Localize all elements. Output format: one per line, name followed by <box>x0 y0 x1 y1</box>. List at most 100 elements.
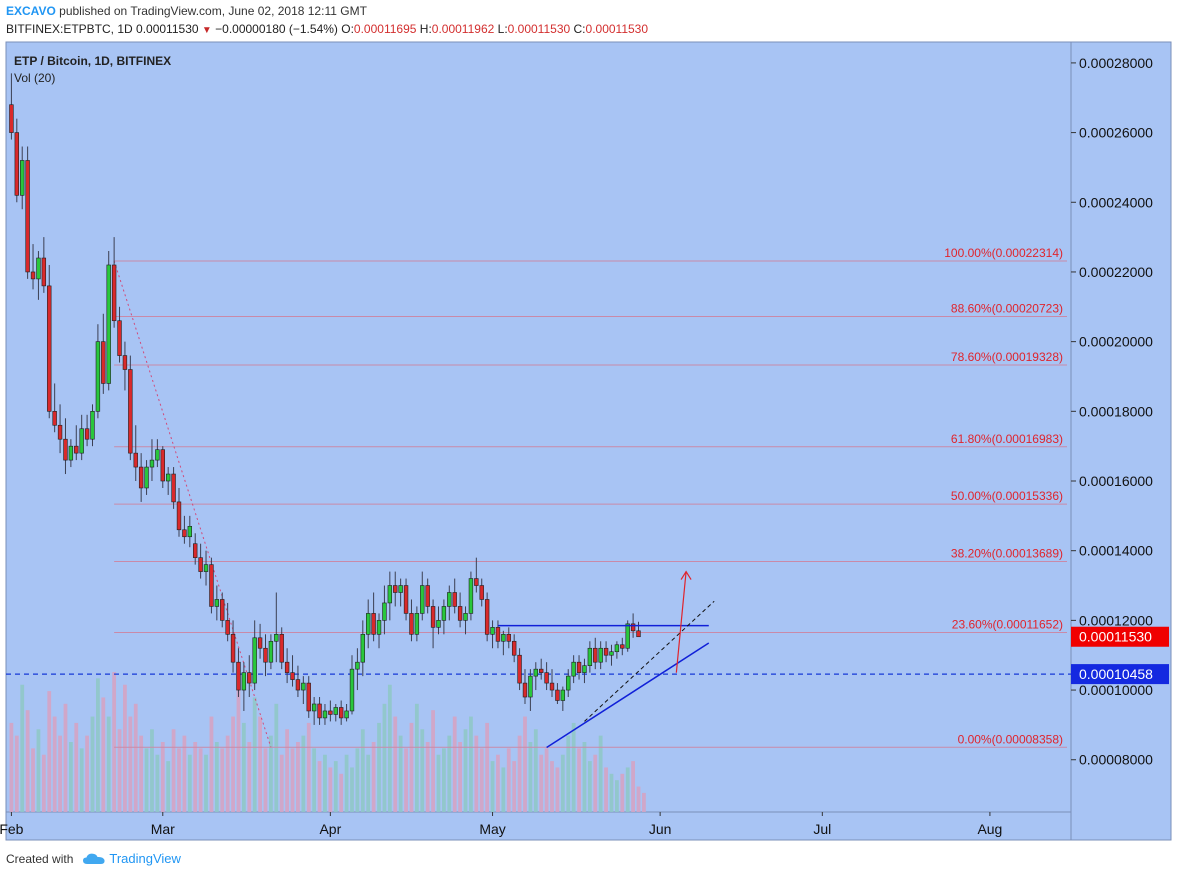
candle-body <box>182 529 187 538</box>
candle-body <box>587 647 593 666</box>
volume-bar <box>517 735 522 812</box>
trendline-drawings[interactable] <box>497 570 715 749</box>
plot-background <box>6 42 1071 812</box>
volume-bar <box>550 761 554 812</box>
volume-bar <box>501 767 506 812</box>
volume-bar <box>36 729 41 812</box>
candle-body <box>474 578 479 586</box>
volume-bar <box>447 735 452 812</box>
candle-body <box>128 369 133 454</box>
volume-bar <box>393 716 398 812</box>
candle-body <box>593 647 598 663</box>
volume-bar <box>68 742 73 812</box>
volume-bar <box>598 735 603 812</box>
volume-bar <box>258 716 262 812</box>
y-tick-label: 0.00018000 <box>1079 403 1153 419</box>
candle-body <box>338 707 344 719</box>
volume-bar <box>620 773 625 812</box>
open-value: 0.00011695 <box>353 22 417 36</box>
volume-bar <box>25 710 30 812</box>
candle-body <box>636 630 641 638</box>
volume-indicator-label[interactable]: Vol (20) <box>14 71 55 85</box>
x-tick-label: May <box>479 821 505 837</box>
volume-bar <box>106 716 111 812</box>
candle-body <box>490 627 495 635</box>
volume-bar <box>604 767 608 812</box>
tradingview-cloud-icon <box>83 853 105 864</box>
volume-bar <box>436 754 441 812</box>
candle-body <box>9 104 14 133</box>
volume-bar <box>296 742 300 812</box>
volume-bar <box>560 754 565 812</box>
volume-bar <box>350 767 354 812</box>
support-price-tag-label[interactable]: 0.00010458 <box>1079 666 1153 682</box>
volume-bar <box>614 780 619 812</box>
close-label: C: <box>573 22 586 36</box>
volume-bar <box>609 773 614 812</box>
price-axis[interactable]: 0.00008000 0.00010000 0.00012000 0.00014000… <box>1071 55 1169 768</box>
candle-body <box>501 634 506 642</box>
breakout-arrow-icon <box>680 570 692 580</box>
volume-bar <box>171 729 176 812</box>
candle-body <box>279 634 284 663</box>
volume-bar <box>414 703 419 812</box>
volume-bar <box>209 716 214 812</box>
volume-bar <box>182 735 187 812</box>
candle-body <box>236 661 241 691</box>
y-tick-label: 0.00022000 <box>1079 264 1153 280</box>
candle-body <box>36 257 41 280</box>
candle-body <box>230 634 236 663</box>
x-tick-label: Apr <box>319 821 341 837</box>
y-tick-label: 0.00016000 <box>1079 473 1153 489</box>
candle-body <box>30 271 36 280</box>
volume-bar <box>74 722 79 812</box>
last-price-tag-label[interactable]: 0.00011530 <box>1079 629 1152 645</box>
candle-body <box>630 623 636 632</box>
volume-bar <box>431 710 435 812</box>
candle-body <box>344 710 349 719</box>
candle-body <box>263 647 268 663</box>
candle-body <box>393 585 398 593</box>
candle-body <box>252 637 257 684</box>
high-value: 0.00011962 <box>431 22 495 36</box>
last-price-tag[interactable] <box>1071 626 1169 647</box>
high-label: H: <box>419 22 432 36</box>
volume-bar <box>123 684 127 812</box>
volume-bar <box>225 735 230 812</box>
candle-body <box>484 599 490 635</box>
candle-body <box>403 585 409 614</box>
volume-bar <box>539 754 544 812</box>
y-tick-label: 0.00012000 <box>1079 612 1153 628</box>
published-text: published on TradingView.com, June 02, 2… <box>59 4 367 18</box>
candle-body <box>620 644 625 649</box>
candle-body <box>47 285 52 412</box>
candle-body <box>522 682 528 698</box>
tradingview-link[interactable]: TradingView <box>109 851 181 866</box>
volume-bars <box>9 672 646 812</box>
volume-bar <box>636 786 641 812</box>
volume-bar <box>85 735 89 812</box>
created-with-text: Created with <box>6 851 74 866</box>
author-name[interactable]: EXCAVO <box>6 4 56 18</box>
support-price-tag[interactable] <box>1071 664 1169 685</box>
candle-body <box>25 160 30 273</box>
volume-bar <box>339 773 344 812</box>
down-arrow-icon: ▼ <box>201 25 212 36</box>
volume-bar <box>166 761 171 812</box>
candle-body <box>322 710 328 719</box>
fib-level-label: 88.60%(0.00020723) <box>951 301 1063 315</box>
candle-body <box>360 634 365 663</box>
volume-bar <box>198 748 203 812</box>
volume-bar <box>469 716 473 812</box>
time-axis[interactable]: Feb Mar Apr May Jun Jul Aug <box>0 812 1002 837</box>
low-label: L: <box>497 22 508 36</box>
candle-body <box>257 637 263 649</box>
fibonacci-retracement[interactable]: 100.00%(0.00022314) 88.60%(0.00020723) 78.… <box>113 246 1067 748</box>
footer: Created with TradingView <box>6 851 181 866</box>
volume-bar <box>150 729 154 812</box>
candle-body <box>371 613 376 635</box>
candle-body <box>111 264 117 322</box>
candle-body <box>101 341 106 384</box>
fib-level-label: 100.00%(0.00022314) <box>944 246 1063 260</box>
